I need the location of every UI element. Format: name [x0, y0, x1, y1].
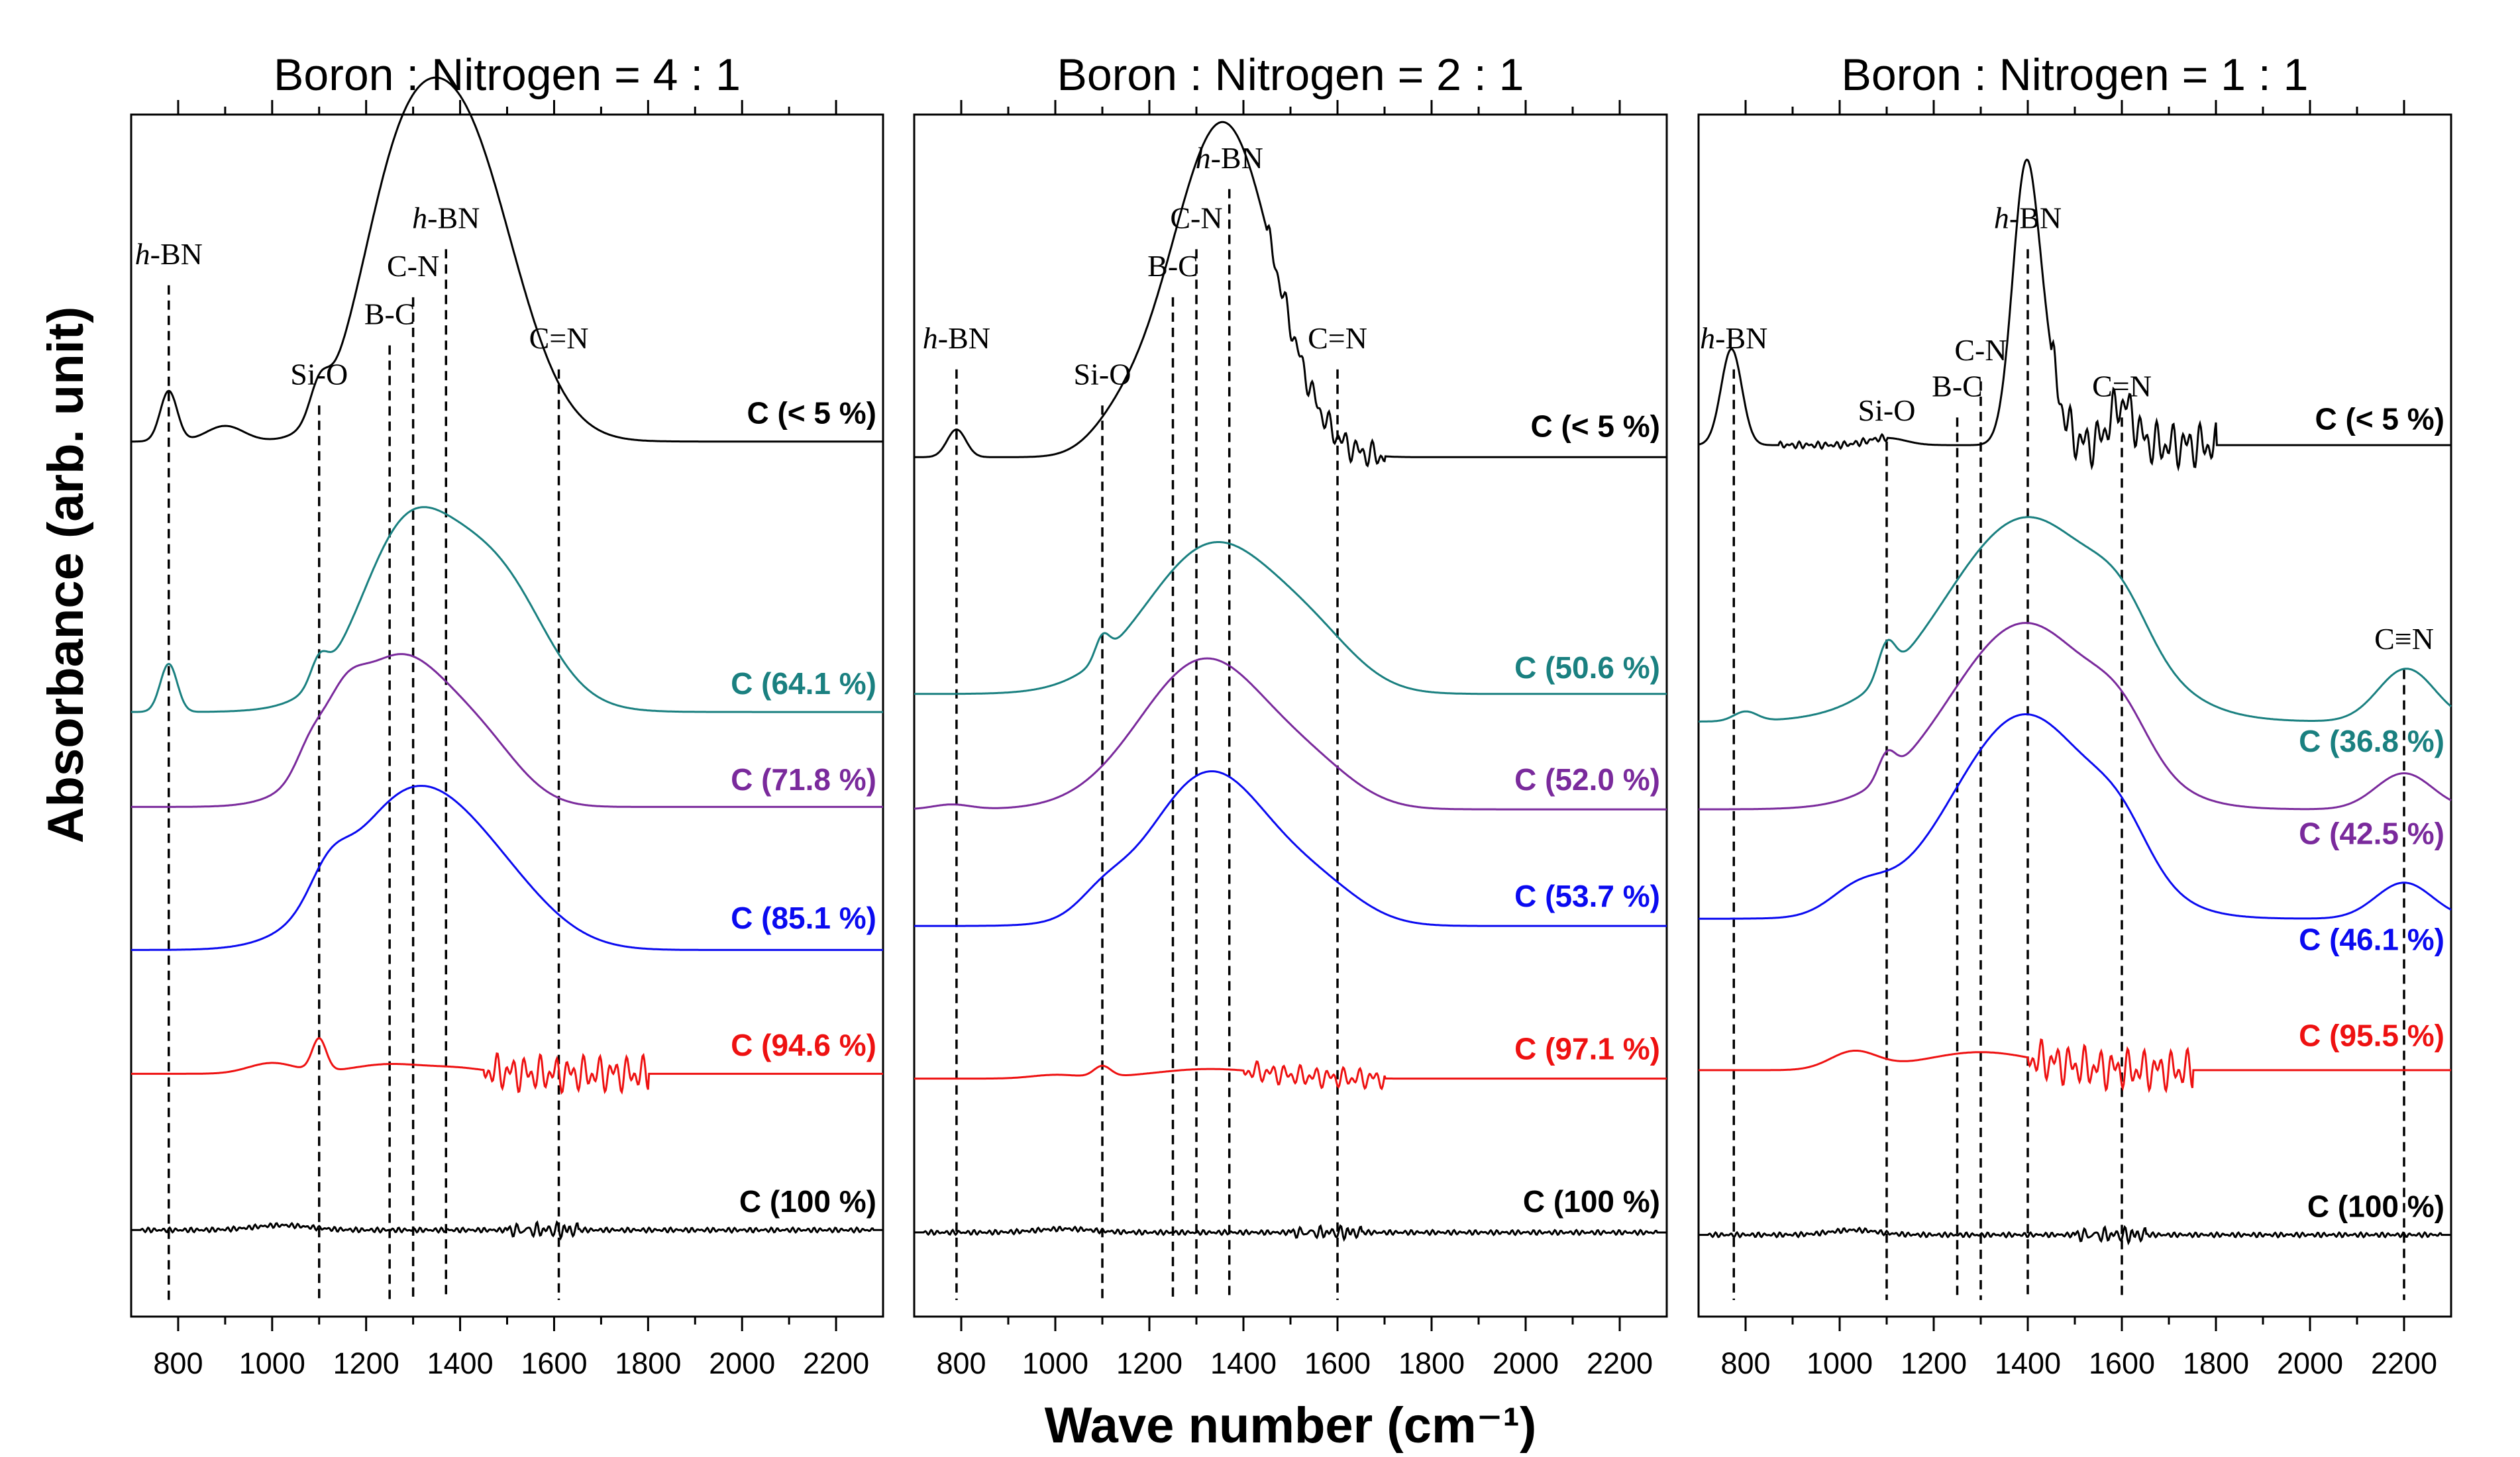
x-tick-label: 2200 [1587, 1346, 1653, 1380]
series-label: C (36.8 %) [2299, 724, 2444, 758]
plot-frame [913, 113, 1668, 1318]
series-label: C (100 %) [739, 1184, 876, 1219]
series-label: C (53.7 %) [1514, 879, 1660, 913]
panel-title: Boron : Nitrogen = 4 : 1 [274, 50, 741, 100]
x-tick-label: 800 [153, 1346, 203, 1380]
spectrum-line [914, 657, 1667, 811]
x-tick-label: 2200 [803, 1346, 869, 1380]
reference-label: C≡N [2374, 622, 2434, 656]
reference-label: h-BN [1196, 141, 1263, 175]
reference-label: C=N [1308, 321, 1367, 355]
x-tick-label: 2200 [2371, 1346, 2437, 1380]
spectrum-line [131, 653, 883, 808]
reference-label: C-N [1170, 201, 1222, 235]
spectrum-line [131, 785, 883, 951]
x-axis-label: Wave number (cm⁻¹) [1045, 1397, 1537, 1454]
x-tick-label: 1800 [2183, 1346, 2249, 1380]
spectrum-line [1699, 1225, 2451, 1246]
series-label: C (95.5 %) [2299, 1019, 2444, 1053]
series-label: C (< 5 %) [747, 395, 876, 430]
x-tick-label: 1200 [1901, 1346, 1967, 1380]
series-label: C (46.1 %) [2299, 922, 2444, 956]
spectrum-line [1699, 622, 2452, 811]
x-tick-label: 1400 [427, 1346, 494, 1380]
reference-label: h-BN [412, 201, 480, 235]
series-label: C (100 %) [1523, 1184, 1660, 1219]
x-tick-label: 1600 [521, 1346, 587, 1380]
spectrum-line [914, 121, 1667, 468]
x-tick-label: 1600 [1304, 1346, 1371, 1380]
reference-label: h-BN [1700, 321, 1767, 355]
series-label: C (85.1 %) [731, 901, 876, 935]
series-label: C (50.6 %) [1514, 650, 1660, 685]
series-label: C (71.8 %) [731, 762, 876, 797]
reference-label: C-N [387, 249, 439, 283]
plot-frame [130, 113, 884, 1318]
y-axis-label: Absorbance (arb. unit) [38, 307, 94, 844]
reference-label: h-BN [923, 321, 990, 355]
x-tick-label: 1600 [2089, 1346, 2155, 1380]
panel-title: Boron : Nitrogen = 2 : 1 [1057, 50, 1524, 100]
x-tick-label: 1000 [239, 1346, 305, 1380]
reference-label: h-BN [135, 237, 203, 271]
x-tick-label: 1200 [1116, 1346, 1182, 1380]
spectrum-line [914, 541, 1667, 695]
spectrum-line [914, 1060, 1667, 1091]
x-tick-label: 1000 [1807, 1346, 1873, 1380]
spectrum-line [131, 506, 883, 713]
series-label: C (97.1 %) [1514, 1032, 1660, 1066]
x-tick-label: 2000 [2277, 1346, 2343, 1380]
spectrum-line [131, 1037, 883, 1095]
series-label: C (94.6 %) [731, 1028, 876, 1062]
series-label: C (42.5 %) [2299, 817, 2444, 851]
x-tick-label: 800 [936, 1346, 986, 1380]
spectrum-line [1699, 516, 2452, 723]
reference-label: B-C [364, 297, 415, 331]
spectrum-line [1698, 158, 2451, 472]
spectrum-panel-2: Boron : Nitrogen = 2 : 1 800 1000 1200 1400 1… [913, 50, 1668, 1380]
series-label: C (64.1 %) [731, 666, 876, 701]
reference-label: B-C [1147, 249, 1198, 283]
panel-title: Boron : Nitrogen = 1 : 1 [1842, 50, 2309, 100]
x-tick-label: 2000 [709, 1346, 775, 1380]
reference-label: h-BN [1994, 201, 2062, 235]
reference-label: C-N [1954, 333, 2007, 367]
spectrum-panel-3: Boron : Nitrogen = 1 : 1 800 1000 1200 1400 1… [1697, 50, 2452, 1380]
spectrum-panel-1: Boron : Nitrogen = 4 : 1 800 1000 1200 1400 1… [130, 50, 884, 1380]
reference-label: Si-O [1858, 393, 1916, 427]
spectrum-line [1699, 713, 2452, 920]
x-tick-label: 2000 [1493, 1346, 1559, 1380]
spectrum-line [131, 76, 883, 443]
spectrum-line [1699, 1038, 2451, 1094]
x-tick-label: 1800 [1398, 1346, 1465, 1380]
x-tick-label: 800 [1720, 1346, 1770, 1380]
x-tick-label: 1200 [333, 1346, 399, 1380]
reference-label: C=N [2092, 370, 2152, 403]
reference-label: C=N [529, 321, 589, 355]
reference-label: B-C [1932, 370, 1983, 403]
series-label: C (< 5 %) [2315, 402, 2444, 436]
x-tick-label: 1800 [615, 1346, 681, 1380]
spectrum-line [131, 1220, 883, 1241]
spectrum-line [914, 770, 1667, 927]
series-label: C (52.0 %) [1514, 762, 1660, 797]
spectrum-line [914, 1224, 1667, 1242]
x-tick-label: 1000 [1022, 1346, 1088, 1380]
series-label: C (100 %) [2307, 1189, 2444, 1223]
x-tick-label: 1400 [1210, 1346, 1277, 1380]
x-tick-label: 1400 [1995, 1346, 2061, 1380]
series-label: C (< 5 %) [1530, 409, 1660, 443]
